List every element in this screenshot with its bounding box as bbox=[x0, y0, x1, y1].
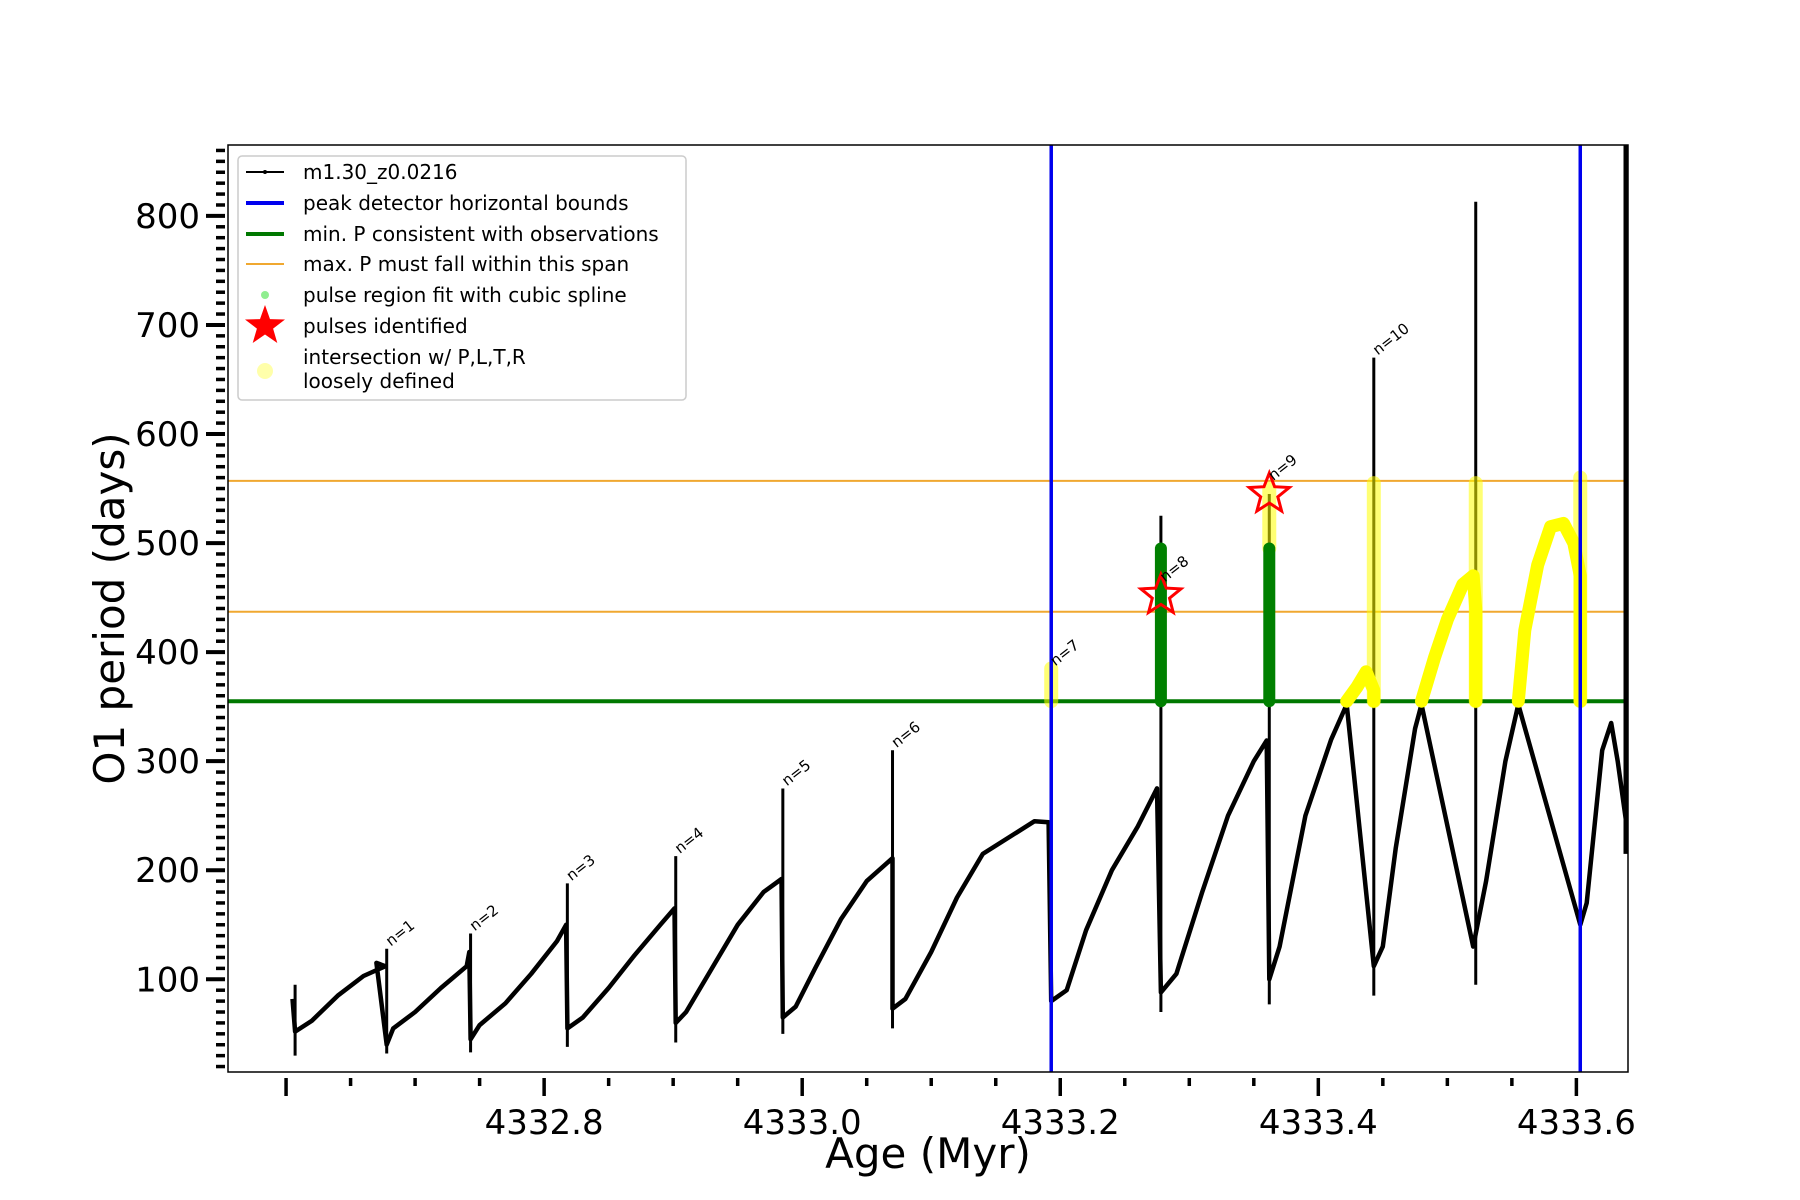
x-tick-label: 4333.6 bbox=[1517, 1103, 1636, 1143]
x-axis-title: Age (Myr) bbox=[825, 1129, 1031, 1178]
legend-label-1: peak detector horizontal bounds bbox=[303, 191, 629, 215]
legend-handle-0-dot bbox=[263, 170, 267, 174]
x-tick-label: 4333.0 bbox=[743, 1103, 862, 1143]
y-tick-label: 400 bbox=[135, 633, 200, 673]
legend-handle-5 bbox=[245, 305, 285, 343]
intersection-arc-1 bbox=[1415, 569, 1483, 708]
pulse-label-10: n=10 bbox=[1369, 319, 1413, 359]
legend-label-0: m1.30_z0.0216 bbox=[303, 160, 458, 184]
legend-label-3: max. P must fall within this span bbox=[303, 252, 629, 276]
pulse-label-9: n=9 bbox=[1265, 451, 1301, 485]
pulse-star-1 bbox=[1245, 468, 1294, 515]
y-tick-label: 700 bbox=[135, 306, 200, 346]
y-tick-label: 600 bbox=[135, 415, 200, 455]
pulse-label-4: n=4 bbox=[671, 824, 707, 858]
y-tick-label: 300 bbox=[135, 742, 200, 782]
legend-handle-4 bbox=[261, 291, 269, 299]
series-line-0 bbox=[290, 702, 1628, 1047]
legend-box bbox=[237, 155, 687, 401]
y-tick-label: 500 bbox=[135, 524, 200, 564]
x-tick-label: 4333.2 bbox=[1001, 1103, 1120, 1143]
axes: 100 200 300 400 500 600 700 800 4332.8 4333.0 4333… bbox=[135, 144, 1636, 1143]
y-axis-title: O1 period (days) bbox=[85, 432, 134, 784]
legend-label-4: pulse region fit with cubic spline bbox=[303, 283, 627, 307]
plot-frame bbox=[227, 144, 1629, 1073]
pulse-star-0 bbox=[1136, 570, 1185, 616]
legend-handle-6 bbox=[257, 363, 273, 379]
legend-label-5: pulses identified bbox=[303, 314, 468, 338]
y-tick-label: 100 bbox=[135, 960, 200, 1000]
legend-label-6: intersection w/ P,L,T,R bbox=[303, 345, 526, 369]
plot-clip-group: n=1 n=2n=3n=4n=5n=6n=7n=8n=9n=10 bbox=[228, 145, 1628, 1072]
x-tick-label: 4332.8 bbox=[485, 1103, 604, 1143]
x-tick-label: 4333.4 bbox=[1259, 1103, 1378, 1143]
legend-label-2: min. P consistent with observations bbox=[303, 222, 659, 246]
pulse-label-2: n=2 bbox=[466, 901, 502, 935]
pulse-label-5: n=5 bbox=[778, 756, 814, 790]
pulse-label-6: n=6 bbox=[888, 718, 924, 752]
pulse-label-3: n=3 bbox=[563, 851, 599, 885]
legend-label-6-line2: loosely defined bbox=[303, 369, 455, 393]
pulse-label-1: n=1 bbox=[382, 916, 418, 950]
plot-area: n=1 n=2n=3n=4n=5n=6n=7n=8n=9n=10 bbox=[228, 145, 1628, 1072]
y-tick-label: 200 bbox=[135, 851, 200, 891]
y-tick-label: 800 bbox=[135, 197, 200, 237]
